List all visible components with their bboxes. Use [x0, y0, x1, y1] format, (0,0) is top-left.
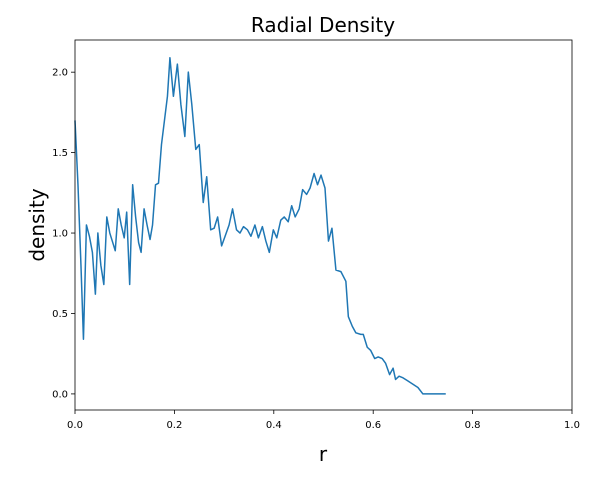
chart-title: Radial Density: [251, 13, 395, 37]
y-tick-label: 0.5: [52, 309, 68, 320]
x-tick-label: 0.2: [166, 420, 182, 431]
y-tick-label: 1.0: [52, 229, 68, 240]
axes-frame: [74, 39, 573, 411]
y-tick-label: 2.0: [52, 68, 68, 79]
y-tick-label: 1.5: [52, 148, 68, 159]
x-tick-label: 0.4: [266, 420, 282, 431]
y-axis-label: density: [25, 188, 49, 261]
data-line: [74, 56, 446, 395]
x-tick-label: 1.0: [564, 420, 580, 431]
y-tick-label: 0.0: [52, 389, 68, 400]
x-tick-label: 0.6: [365, 420, 381, 431]
x-axis-label: r: [319, 442, 328, 466]
x-tick-label: 0.0: [67, 420, 83, 431]
x-tick-label: 0.8: [465, 420, 481, 431]
